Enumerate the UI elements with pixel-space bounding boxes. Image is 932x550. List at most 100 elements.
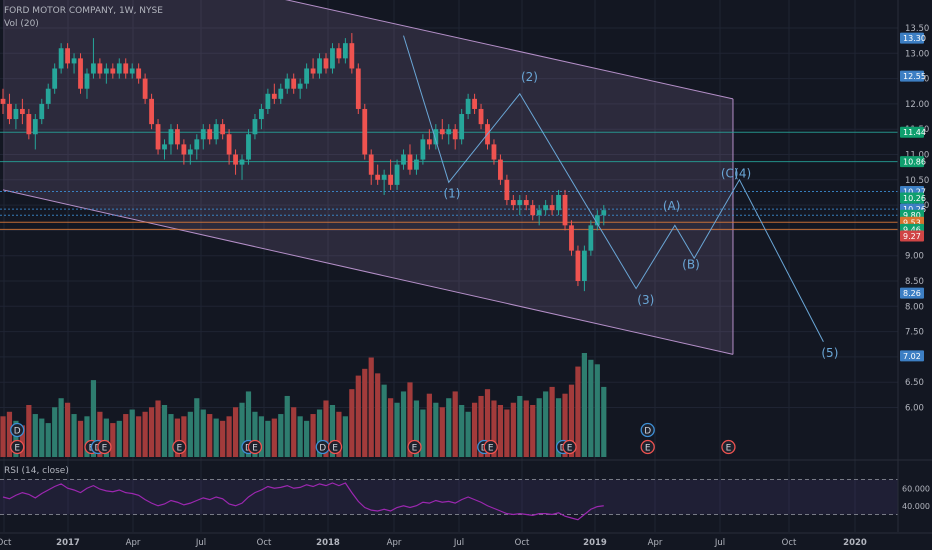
price-badge-label: 9.80 bbox=[903, 211, 921, 220]
price-tick-label: 10.50 bbox=[905, 176, 929, 186]
volume-bar bbox=[239, 402, 245, 457]
volume-bar bbox=[523, 400, 529, 457]
candle-body bbox=[71, 58, 77, 64]
volume-bar bbox=[471, 402, 478, 457]
volume-bar bbox=[407, 382, 413, 457]
earnings-marker-icon bbox=[247, 439, 263, 455]
volume-bar bbox=[271, 418, 277, 457]
candle-body bbox=[414, 159, 419, 170]
volume-bar bbox=[52, 407, 58, 457]
channel-fill bbox=[3, 0, 733, 355]
time-tick-label: Jul bbox=[714, 538, 725, 548]
candle-body bbox=[536, 210, 542, 216]
candle-body bbox=[472, 98, 477, 109]
volume-bar bbox=[65, 402, 71, 457]
volume-bar bbox=[562, 393, 568, 457]
volume-bar bbox=[549, 386, 555, 457]
volume-bar bbox=[200, 409, 206, 457]
candle-body bbox=[562, 194, 568, 226]
price-badge bbox=[900, 70, 924, 82]
event-marker-label: E bbox=[412, 444, 418, 454]
rsi-pane bbox=[0, 459, 932, 534]
time-tick-label: 2017 bbox=[56, 538, 80, 548]
elliott-wave-projection[interactable]: (1) (2) (3) (A) (B) (C)(4) (5) bbox=[403, 35, 839, 360]
candle-body bbox=[123, 63, 129, 74]
volume-bar bbox=[26, 405, 32, 457]
price-badge-label: 9.27 bbox=[903, 232, 921, 241]
event-marker-label: E bbox=[567, 444, 573, 454]
volume-bar bbox=[310, 414, 316, 457]
volume-bar bbox=[252, 411, 258, 457]
price-tick-label: 7.50 bbox=[905, 328, 924, 338]
candle-body bbox=[187, 149, 193, 155]
time-axis[interactable]: Oct 2017 Apr Jul Oct 2018 Apr Jul Oct 2019 Apr Jul O… bbox=[0, 538, 867, 548]
volume-bar bbox=[368, 357, 374, 457]
volume-bar bbox=[491, 400, 497, 457]
dividend-marker-icon bbox=[10, 422, 25, 438]
volume-bar bbox=[19, 425, 25, 457]
volume-bar bbox=[349, 389, 355, 457]
candle-body bbox=[110, 68, 116, 74]
candle-body bbox=[394, 164, 400, 185]
volume-bar bbox=[258, 416, 264, 457]
price-badge bbox=[900, 287, 924, 299]
rsi-indicator-label: RSI (14, close) bbox=[4, 466, 69, 476]
time-tick-label: Apr bbox=[648, 538, 663, 548]
candle-body bbox=[510, 200, 516, 206]
volume-bar bbox=[148, 407, 155, 457]
earnings-marker-icon bbox=[327, 439, 343, 455]
volume-bar bbox=[497, 405, 504, 457]
price-tick-label: 13.50 bbox=[905, 24, 929, 34]
rsi-tick-label: 40.000 bbox=[902, 502, 930, 511]
price-badge-label: 10.86 bbox=[903, 158, 926, 167]
candle-body bbox=[278, 88, 284, 99]
time-tick-label: Oct bbox=[257, 538, 272, 548]
earnings-marker-icon bbox=[97, 439, 112, 455]
volume-bar bbox=[39, 418, 45, 457]
candle-body bbox=[226, 134, 232, 155]
price-tick-label: 6.50 bbox=[905, 378, 924, 388]
price-badge bbox=[900, 156, 924, 168]
time-tick-label: 2018 bbox=[316, 538, 340, 548]
volume-bar bbox=[232, 407, 239, 457]
earnings-dividend-markers[interactable]: DEEDEEDEDEEDEDEDEE bbox=[10, 422, 736, 455]
price-axis[interactable]: 13.5013.0012.5012.0011.5011.0010.5010.00… bbox=[897, 0, 930, 532]
volume-bar bbox=[575, 366, 581, 457]
candle-body bbox=[549, 205, 555, 211]
volume-bar bbox=[161, 405, 168, 457]
event-marker-label: E bbox=[14, 444, 20, 454]
price-tick-label: 8.50 bbox=[905, 277, 924, 287]
price-badge bbox=[900, 350, 924, 362]
volume-bar bbox=[543, 391, 549, 457]
candle-body bbox=[0, 98, 6, 104]
candle-body bbox=[233, 154, 238, 165]
volume-bar bbox=[568, 384, 575, 457]
volume-bar bbox=[459, 405, 465, 457]
candle-body bbox=[149, 98, 154, 125]
price-tick-label: 6.00 bbox=[905, 404, 924, 414]
candle-body bbox=[530, 205, 536, 216]
price-tick-label: 9.00 bbox=[905, 252, 924, 262]
volume-bar bbox=[375, 373, 381, 457]
wave-label: (A) bbox=[663, 199, 681, 213]
candle-body bbox=[465, 98, 471, 115]
volume-bar bbox=[478, 395, 484, 457]
volume-bar bbox=[426, 393, 432, 457]
candle-body bbox=[556, 194, 561, 211]
candle-body bbox=[19, 108, 25, 115]
volume-bar bbox=[90, 380, 97, 457]
volume-bar bbox=[439, 407, 445, 457]
candle-body bbox=[39, 103, 45, 120]
candle-body bbox=[401, 154, 406, 165]
candle-body bbox=[155, 124, 161, 150]
candle-body bbox=[136, 68, 142, 79]
candle-body bbox=[52, 68, 58, 89]
candle-body bbox=[58, 48, 64, 69]
candle-body bbox=[543, 205, 549, 211]
candle-body bbox=[103, 68, 109, 74]
price-badge bbox=[900, 230, 924, 242]
descending-channel[interactable] bbox=[2, 0, 734, 355]
candle-body bbox=[207, 129, 213, 140]
